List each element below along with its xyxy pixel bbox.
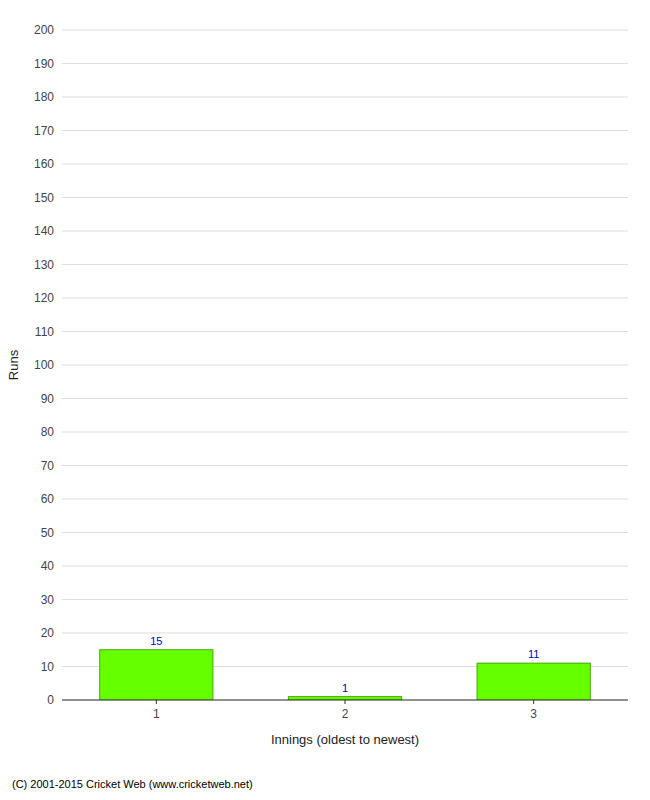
data-label: 1 <box>342 682 348 694</box>
chart: 0 10 20 30 40 50 60 70 80 90 100 110 120 130 140 150 160… <box>0 0 650 800</box>
grid-line <box>62 365 628 366</box>
grid-line <box>62 331 628 332</box>
grid-line <box>62 130 628 131</box>
y-tick-label: 10 <box>41 660 55 674</box>
x-tick <box>345 700 346 704</box>
y-tick-label: 100 <box>34 358 54 372</box>
grid-line <box>62 465 628 466</box>
x-tick <box>533 700 534 704</box>
x-axis-title: Innings (oldest to newest) <box>271 732 419 747</box>
x-tick-label: 3 <box>530 707 537 721</box>
y-tick-label: 150 <box>34 191 54 205</box>
data-label: 11 <box>528 648 539 660</box>
y-tick-label: 20 <box>41 626 55 640</box>
x-tick <box>156 700 157 704</box>
grid-line <box>62 398 628 399</box>
grid-line <box>62 599 628 600</box>
y-tick-label: 170 <box>34 124 54 138</box>
y-axis-title: Runs <box>6 349 21 380</box>
grid-line <box>62 499 628 500</box>
footer: (C) 2001-2015 Cricket Web (www.cricketwe… <box>12 778 253 790</box>
y-tick-label: 0 <box>47 693 54 707</box>
bar <box>477 663 590 700</box>
bar <box>100 650 213 700</box>
grid-line <box>62 97 628 98</box>
y-tick-label: 180 <box>34 90 54 104</box>
grid <box>62 30 628 700</box>
grid-line <box>62 30 628 31</box>
y-tick-label: 140 <box>34 224 54 238</box>
bars <box>100 650 591 700</box>
grid-line <box>62 264 628 265</box>
y-tick-label: 190 <box>34 57 54 71</box>
grid-line <box>62 231 628 232</box>
x-tick-label: 1 <box>153 707 160 721</box>
y-tick-label: 70 <box>41 459 55 473</box>
x-tick-label: 2 <box>342 707 349 721</box>
y-tick-label: 40 <box>41 559 55 573</box>
y-tick-label: 60 <box>41 492 55 506</box>
y-tick-label: 110 <box>35 325 54 339</box>
grid-line <box>62 298 628 299</box>
grid-line <box>62 197 628 198</box>
y-tick-label: 30 <box>41 593 55 607</box>
grid-line <box>62 164 628 165</box>
y-tick-label: 50 <box>41 526 55 540</box>
grid-line <box>62 633 628 634</box>
y-tick-label: 120 <box>34 291 54 305</box>
y-tick-label: 200 <box>34 23 54 37</box>
data-label: 15 <box>150 635 162 647</box>
grid-line <box>62 566 628 567</box>
y-tick-label: 80 <box>41 425 55 439</box>
grid-line <box>62 63 628 64</box>
grid-line <box>62 432 628 433</box>
y-tick-label: 160 <box>34 157 54 171</box>
bar <box>288 697 401 700</box>
grid-line <box>62 532 628 533</box>
y-tick-label: 90 <box>41 392 55 406</box>
y-tick-label: 130 <box>34 258 54 272</box>
